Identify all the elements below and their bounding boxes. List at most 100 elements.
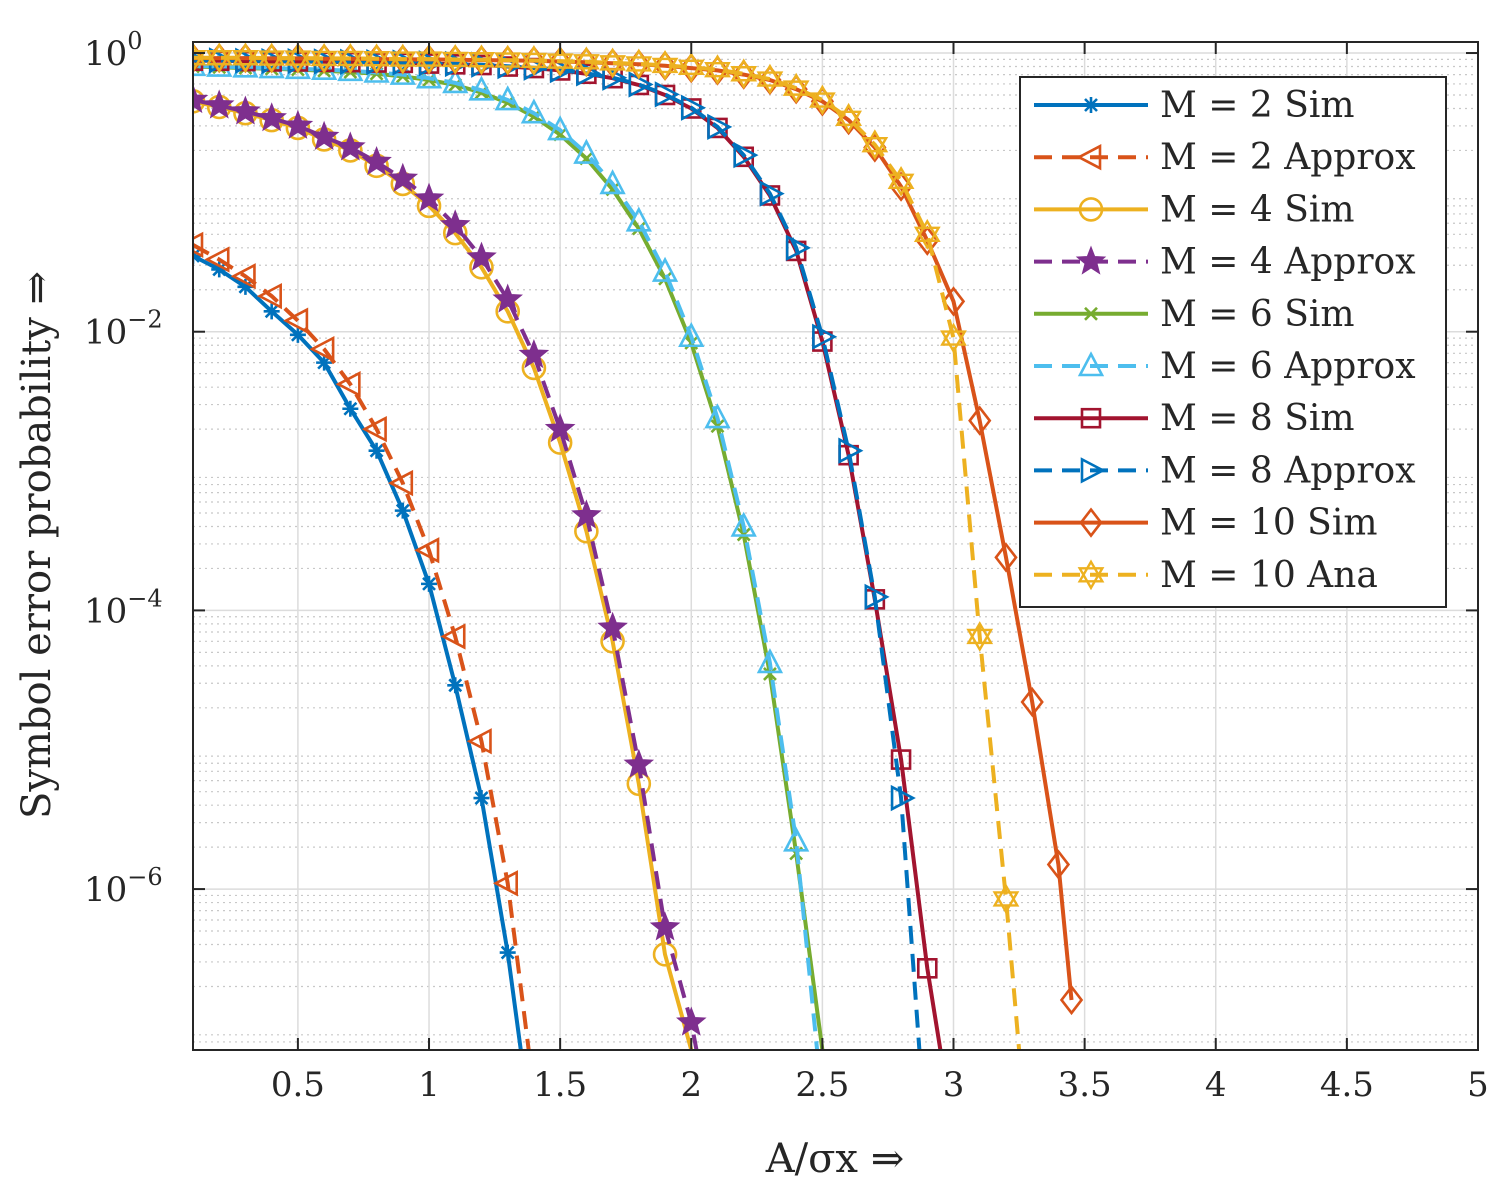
data-point <box>211 261 228 278</box>
data-point <box>680 94 707 121</box>
data-point <box>546 45 574 69</box>
data-point <box>707 113 733 141</box>
data-point <box>466 728 492 755</box>
data-point <box>677 59 705 83</box>
legend-label: M = 2 Sim <box>1160 85 1355 126</box>
data-point <box>494 44 522 68</box>
legend-item: M = 10 Sim <box>1034 503 1377 544</box>
data-point <box>730 66 758 90</box>
data-point <box>994 542 1018 573</box>
data-point <box>572 46 600 70</box>
data-point <box>599 55 626 79</box>
data-point <box>599 169 626 195</box>
data-point <box>368 442 385 459</box>
data-point <box>651 57 679 81</box>
x-tick-label: 5 <box>1467 1065 1489 1105</box>
data-point <box>756 63 784 87</box>
data-point <box>861 136 889 161</box>
data-point <box>940 322 967 346</box>
data-point <box>571 499 602 529</box>
data-point <box>520 45 548 69</box>
x-tick-label: 3 <box>943 1065 965 1105</box>
data-point <box>413 182 445 212</box>
data-point <box>468 75 495 101</box>
x-tick-label: 0.5 <box>271 1065 325 1105</box>
data-point <box>1076 144 1102 171</box>
major-grid <box>193 42 1479 1050</box>
legend-item: M = 2 Approx <box>1034 137 1416 178</box>
data-point <box>1059 984 1084 1016</box>
data-point <box>361 415 387 443</box>
legend-item: M = 6 Sim <box>1034 294 1355 335</box>
data-point <box>230 95 261 125</box>
legend: M = 2 Sim M = 2 Approx M = 4 Sim M = 4 Appr… <box>1019 76 1447 608</box>
y-tick-label: 10−4 <box>84 584 163 631</box>
x-tick-label: 4 <box>1205 1065 1227 1105</box>
data-point <box>442 68 469 94</box>
data-point <box>232 42 259 66</box>
data-point <box>546 115 574 141</box>
data-point <box>204 246 230 273</box>
series-line <box>193 55 1022 1050</box>
data-point <box>335 131 366 161</box>
data-point <box>468 44 495 68</box>
legend-label: M = 10 Sim <box>1160 503 1377 544</box>
data-point <box>1075 245 1107 275</box>
data-point <box>704 403 731 429</box>
data-point <box>439 209 471 239</box>
data-point <box>205 50 233 74</box>
data-point <box>704 61 731 86</box>
data-point <box>518 339 550 369</box>
minor-grid <box>193 58 1478 1051</box>
data-point <box>316 354 333 371</box>
legend-label: M = 6 Sim <box>1160 294 1355 335</box>
data-point <box>203 89 235 119</box>
data-point <box>628 71 654 98</box>
data-point <box>440 623 466 650</box>
legend-item: M = 4 Approx <box>1034 242 1416 283</box>
data-point <box>730 58 758 82</box>
data-point <box>237 278 254 295</box>
data-point <box>913 226 941 250</box>
data-point <box>968 405 992 436</box>
data-point <box>363 51 390 75</box>
data-point <box>468 52 495 76</box>
series-m-4-approx <box>193 83 707 1050</box>
data-point <box>335 371 361 398</box>
legend-item: M = 10 Ana <box>1034 555 1378 596</box>
data-point <box>546 53 574 77</box>
data-point <box>447 677 464 694</box>
legend-label: M = 10 Ana <box>1160 555 1378 596</box>
data-point <box>704 54 731 78</box>
data-point <box>652 942 678 967</box>
data-point <box>941 286 966 317</box>
plot-border <box>192 41 1479 1051</box>
data-point <box>310 54 338 80</box>
x-tick-label: 1.5 <box>533 1065 587 1105</box>
data-point <box>415 63 443 89</box>
data-point <box>887 173 915 197</box>
data-point <box>599 47 626 71</box>
data-point <box>258 53 285 79</box>
data-point <box>1079 507 1103 538</box>
y-tick-label: 100 <box>84 27 143 74</box>
data-point <box>916 958 938 979</box>
legend-label: M = 4 Sim <box>1160 189 1355 230</box>
data-point <box>625 48 653 72</box>
data-point <box>763 667 777 681</box>
data-point <box>336 43 364 67</box>
data-point <box>654 81 680 108</box>
data-point <box>940 330 967 354</box>
data-point <box>1077 351 1105 377</box>
data-point <box>494 85 521 111</box>
data-point <box>966 621 994 645</box>
legend-box <box>1019 76 1447 608</box>
x-tick-label: 2.5 <box>795 1065 849 1105</box>
data-point <box>361 146 392 176</box>
data-point <box>310 43 338 67</box>
data-point <box>414 537 440 564</box>
data-point <box>342 400 359 417</box>
data-point <box>890 749 912 770</box>
data-point <box>966 628 994 652</box>
